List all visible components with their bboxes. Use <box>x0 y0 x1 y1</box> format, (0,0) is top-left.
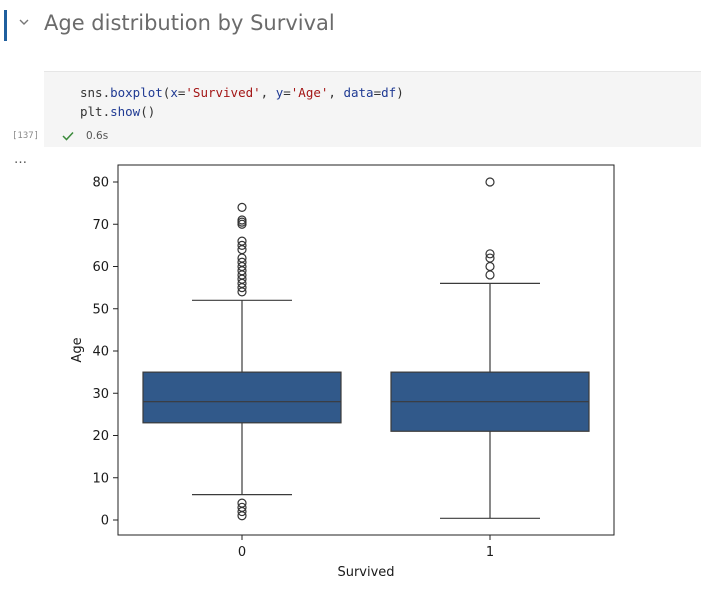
code-token: ) <box>396 85 404 100</box>
execution-time: 0.6s <box>86 130 109 142</box>
code-token: show <box>110 104 141 119</box>
outlier-point <box>485 261 495 272</box>
outlier-point <box>237 202 247 212</box>
outlier-point <box>485 270 495 280</box>
x-tick-label: 0 <box>238 545 246 560</box>
code-token: boxplot <box>110 85 163 100</box>
iqr-box <box>142 371 342 424</box>
code-token: sns. <box>80 85 111 100</box>
code-token: x <box>170 85 178 100</box>
y-tick-label: 60 <box>92 260 109 275</box>
outlier-point <box>237 215 247 225</box>
markdown-heading: Age distribution by Survival <box>44 11 335 35</box>
output-more-menu[interactable]: … <box>14 152 28 167</box>
check-icon <box>62 131 74 141</box>
x-tick-label: 1 <box>486 545 494 560</box>
code-token: ( <box>162 85 171 100</box>
y-tick-label: 50 <box>92 302 109 317</box>
outlier-point <box>237 502 247 512</box>
y-tick-label: 70 <box>92 218 109 233</box>
outlier-point <box>237 240 247 250</box>
execution-count: [137] <box>12 131 40 141</box>
y-tick-label: 0 <box>101 514 109 529</box>
code-token: 'Survived' <box>185 85 261 100</box>
y-tick-label: 20 <box>92 429 109 444</box>
outlier-point <box>485 249 495 259</box>
code-token: = <box>283 85 291 100</box>
code-token: df <box>381 85 397 100</box>
outlier-point <box>237 498 247 508</box>
chevron-down-icon[interactable] <box>17 15 31 29</box>
code-token: , <box>328 85 336 100</box>
code-token: = <box>177 85 186 100</box>
outlier-point <box>237 236 247 246</box>
y-tick-label: 10 <box>92 471 109 486</box>
code-token: 'Age' <box>290 85 329 100</box>
code-token: () <box>140 104 156 119</box>
code-token: , <box>260 85 269 100</box>
y-axis-label: Age <box>70 337 85 362</box>
code-line-1[interactable]: sns.boxplot(x='Survived', y='Age', data=… <box>80 85 404 100</box>
code-token: = <box>373 85 382 100</box>
y-tick-label: 80 <box>92 176 109 191</box>
plot-frame <box>117 164 615 536</box>
x-axis-label: Survived <box>337 565 394 580</box>
code-token: plt. <box>80 104 111 119</box>
outlier-point <box>237 257 247 267</box>
code-cell[interactable]: sns.boxplot(x='Survived', y='Age', data=… <box>44 71 701 147</box>
code-line-2[interactable]: plt.show() <box>80 104 155 119</box>
code-token: data <box>335 85 374 100</box>
outlier-point <box>485 253 495 263</box>
outlier-point <box>485 177 495 187</box>
y-tick-label: 30 <box>92 387 109 402</box>
code-token: y <box>268 85 284 100</box>
y-tick-label: 40 <box>92 345 109 360</box>
cell-focus-bar <box>4 10 7 41</box>
